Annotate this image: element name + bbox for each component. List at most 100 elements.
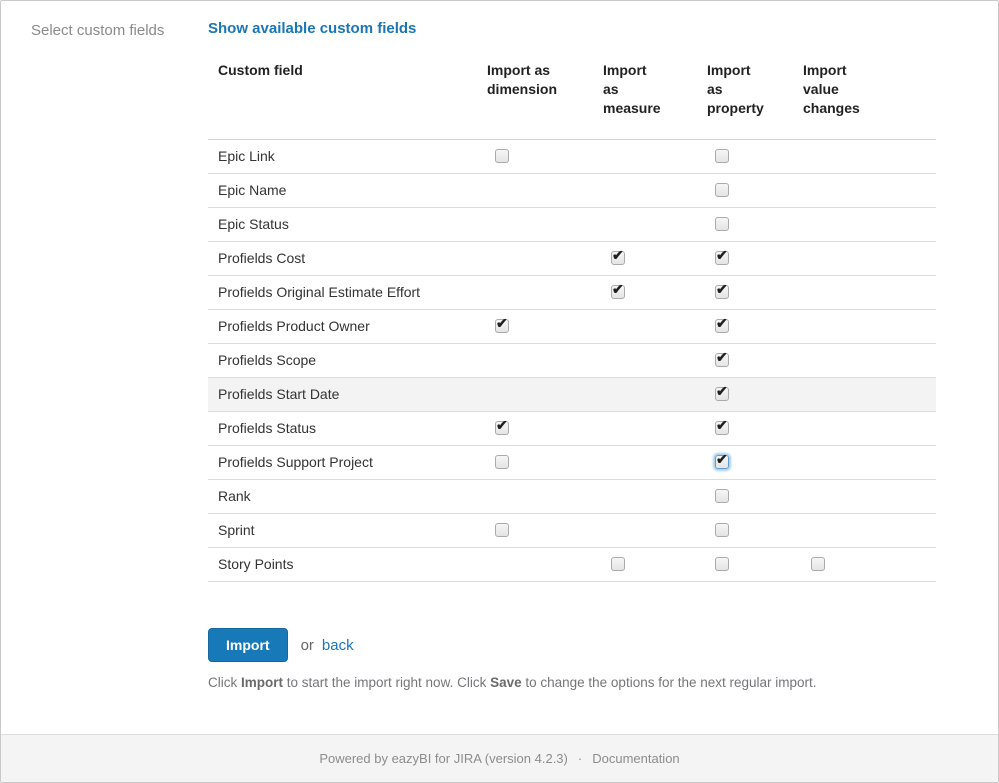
checkbox-property[interactable] xyxy=(715,523,729,537)
table-row: Profields Support Project xyxy=(208,446,936,480)
cell-property xyxy=(697,514,793,547)
checkbox-dimension[interactable] xyxy=(495,315,509,333)
cell-measure xyxy=(593,548,697,581)
cell-value-changes xyxy=(793,378,936,411)
checkbox-dimension[interactable] xyxy=(495,523,509,537)
checkbox-measure[interactable] xyxy=(611,247,625,265)
cell-value-changes xyxy=(793,140,936,173)
checkbox-property[interactable] xyxy=(715,557,729,571)
cell-value-changes xyxy=(793,208,936,241)
header-import-as-measure: Import as measure xyxy=(603,62,661,116)
table-row: Epic Name xyxy=(208,174,936,208)
cell-dimension xyxy=(477,344,593,377)
checkbox-property[interactable] xyxy=(715,315,729,333)
checkbox-property[interactable] xyxy=(715,451,729,469)
checkbox-property[interactable] xyxy=(715,383,729,401)
cell-measure xyxy=(593,412,697,445)
cell-measure xyxy=(593,208,697,241)
powered-by-text: Powered by eazyBI for JIRA (version 4.2.… xyxy=(319,751,568,766)
table-row: Profields Start Date xyxy=(208,378,936,412)
table-header-row: Custom field Import as dimension Import … xyxy=(208,58,936,140)
checkbox-measure[interactable] xyxy=(611,557,625,571)
cell-dimension xyxy=(477,548,593,581)
custom-field-name: Story Points xyxy=(218,556,294,572)
cell-value-changes xyxy=(793,310,936,343)
custom-fields-table: Custom field Import as dimension Import … xyxy=(208,58,936,582)
section-label: Select custom fields xyxy=(31,22,165,39)
checkbox-property[interactable] xyxy=(715,149,729,163)
cell-measure xyxy=(593,276,697,309)
checkbox-property[interactable] xyxy=(715,417,729,435)
cell-property xyxy=(697,310,793,343)
import-button[interactable]: Import xyxy=(208,628,288,662)
checkbox-dimension[interactable] xyxy=(495,417,509,435)
cell-property xyxy=(697,412,793,445)
header-import-as-dimension: Import as dimension xyxy=(487,62,558,97)
help-bold-save: Save xyxy=(490,675,522,690)
checkbox-property[interactable] xyxy=(715,217,729,231)
custom-field-name: Epic Status xyxy=(218,216,289,232)
checkbox-property[interactable] xyxy=(715,349,729,367)
checkbox-property[interactable] xyxy=(715,247,729,265)
custom-field-name: Epic Name xyxy=(218,182,287,198)
custom-field-name: Profields Scope xyxy=(218,352,317,368)
custom-field-name: Profields Support Project xyxy=(218,454,373,470)
help-text-part: to change the options for the next regul… xyxy=(521,675,817,690)
cell-dimension xyxy=(477,174,593,207)
cell-measure xyxy=(593,174,697,207)
select-custom-fields-section: Select custom fields Show available cust… xyxy=(31,20,998,690)
help-text: Click Import to start the import right n… xyxy=(208,675,998,690)
custom-field-name: Epic Link xyxy=(218,148,275,164)
table-row: Story Points xyxy=(208,548,936,582)
checkbox-property[interactable] xyxy=(715,281,729,299)
cell-property xyxy=(697,480,793,513)
checkbox-property[interactable] xyxy=(715,489,729,503)
cell-property xyxy=(697,208,793,241)
checkbox-value-changes[interactable] xyxy=(811,557,825,571)
show-available-custom-fields-link[interactable]: Show available custom fields xyxy=(208,20,417,37)
footer: Powered by eazyBI for JIRA (version 4.2.… xyxy=(1,734,998,782)
table-row: Profields Scope xyxy=(208,344,936,378)
header-custom-field: Custom field xyxy=(218,62,303,78)
table-row: Profields Product Owner xyxy=(208,310,936,344)
cell-value-changes xyxy=(793,344,936,377)
table-row: Sprint xyxy=(208,514,936,548)
back-link[interactable]: back xyxy=(321,636,354,654)
documentation-link[interactable]: Documentation xyxy=(592,751,680,766)
help-text-part: Click xyxy=(208,675,241,690)
cell-value-changes xyxy=(793,480,936,513)
cell-dimension xyxy=(477,378,593,411)
help-bold-import: Import xyxy=(241,675,283,690)
cell-measure xyxy=(593,344,697,377)
cell-dimension xyxy=(477,242,593,275)
help-text-part: to start the import right now. Click xyxy=(283,675,491,690)
checkbox-dimension[interactable] xyxy=(495,149,509,163)
custom-fields-form: Show available custom fields Custom fiel… xyxy=(208,20,998,690)
cell-dimension xyxy=(477,514,593,547)
cell-value-changes xyxy=(793,242,936,275)
checkbox-property[interactable] xyxy=(715,183,729,197)
custom-field-name: Sprint xyxy=(218,522,255,538)
custom-field-name: Profields Start Date xyxy=(218,386,340,402)
footer-separator: · xyxy=(577,751,583,766)
cell-dimension xyxy=(477,208,593,241)
cell-value-changes xyxy=(793,514,936,547)
cell-property xyxy=(697,242,793,275)
cell-property xyxy=(697,174,793,207)
cell-value-changes xyxy=(793,446,936,479)
cell-property xyxy=(697,378,793,411)
cell-dimension xyxy=(477,276,593,309)
table-row: Rank xyxy=(208,480,936,514)
cell-property xyxy=(697,344,793,377)
checkbox-measure[interactable] xyxy=(611,281,625,299)
table-row: Profields Original Estimate Effort xyxy=(208,276,936,310)
cell-value-changes xyxy=(793,174,936,207)
or-text: or xyxy=(300,636,314,654)
cell-property xyxy=(697,140,793,173)
cell-measure xyxy=(593,514,697,547)
cell-dimension xyxy=(477,310,593,343)
checkbox-dimension[interactable] xyxy=(495,455,509,469)
cell-value-changes xyxy=(793,548,936,581)
header-import-as-property: Import as property xyxy=(707,62,764,116)
